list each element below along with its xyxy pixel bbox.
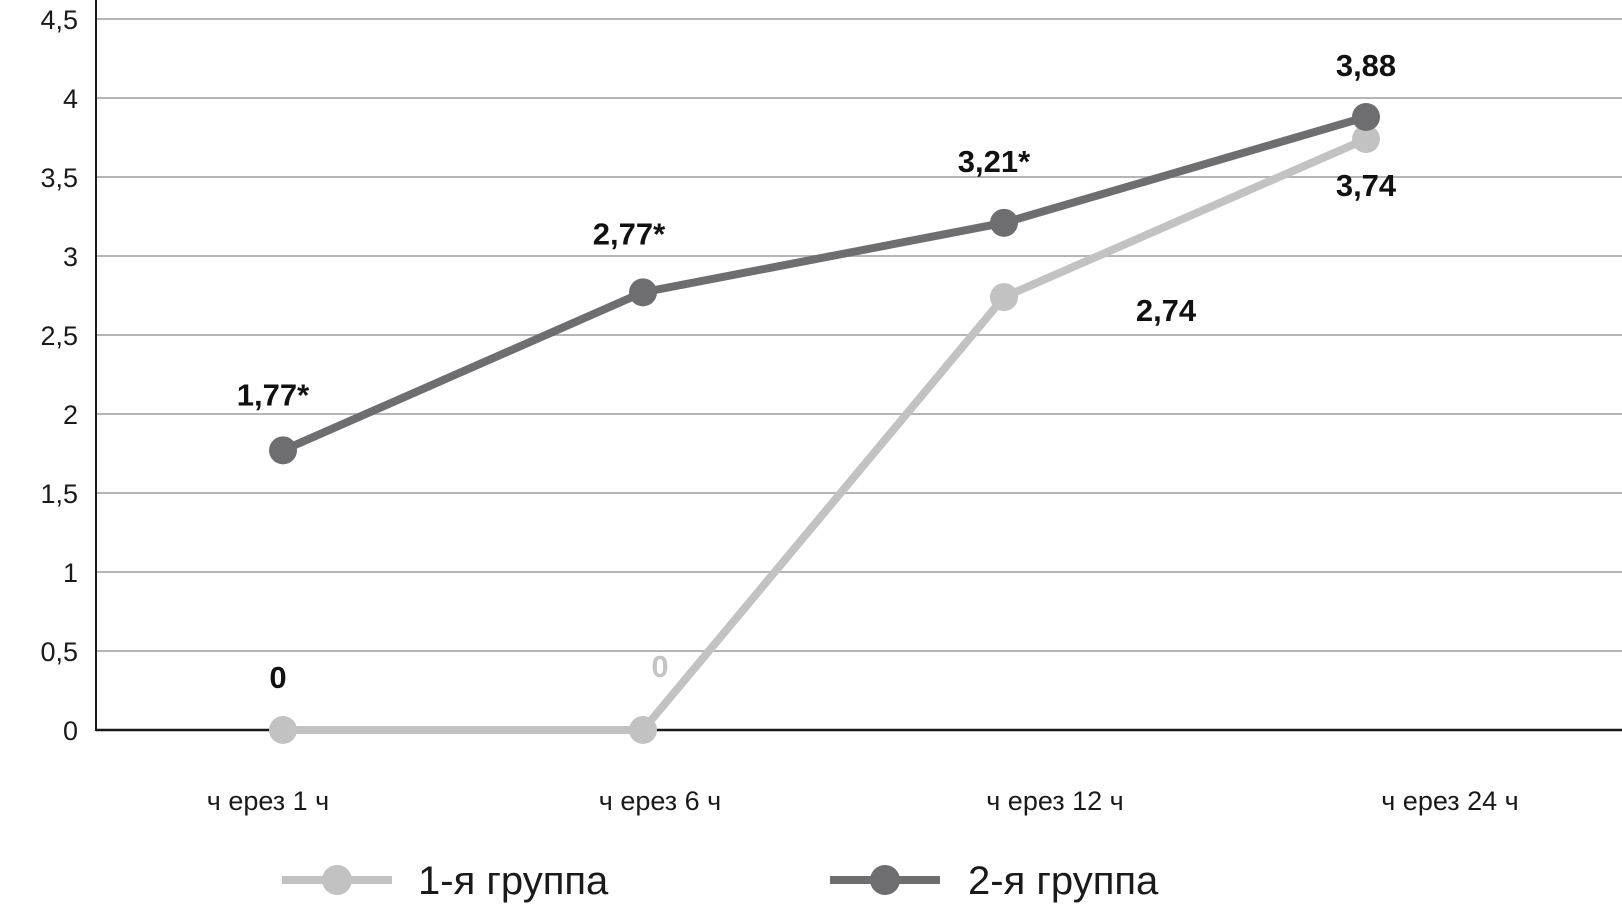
data-point xyxy=(629,278,657,307)
x-tick-label: ч ерез 24 ч xyxy=(1381,786,1519,816)
data-point xyxy=(990,283,1018,312)
data-label: 2,74 xyxy=(1136,293,1197,328)
y-tick-label: 2 xyxy=(63,400,78,430)
y-tick-label: 3 xyxy=(63,242,78,272)
y-tick-label: 4 xyxy=(63,84,78,114)
legend-marker xyxy=(322,865,352,895)
gridlines xyxy=(96,18,1622,652)
y-tick-label: 1 xyxy=(63,558,78,588)
data-point xyxy=(990,208,1018,237)
series-line-2 xyxy=(281,113,1368,455)
data-label: 0 xyxy=(269,660,286,695)
x-axis-ticks: ч ерез 1 ч ч ерез 6 ч ч ерез 12 ч ч ерез 24… xyxy=(207,786,1519,816)
y-tick-label: 1,5 xyxy=(40,479,78,509)
data-label: 1,77* xyxy=(237,377,310,412)
legend-marker xyxy=(870,865,900,895)
data-point xyxy=(269,716,297,744)
data-point xyxy=(1352,125,1380,154)
data-label: 3,74 xyxy=(1336,168,1397,203)
data-labels: 0 0 2,74 3,74 1,77* 2,77* 3,21* 3,88 xyxy=(237,48,1397,695)
data-point xyxy=(1352,102,1380,131)
data-point xyxy=(269,436,297,465)
y-tick-label: 2,5 xyxy=(40,321,78,351)
legend: 1-я группа 2-я группа xyxy=(282,859,1159,903)
x-tick-label: ч ерез 6 ч xyxy=(599,786,722,816)
series-line-1 xyxy=(283,135,1368,734)
data-point xyxy=(629,716,657,744)
y-tick-label: 4,5 xyxy=(40,5,78,35)
data-label: 2,77* xyxy=(593,216,666,251)
y-tick-label: 3,5 xyxy=(40,163,78,193)
legend-label: 2-я группа xyxy=(968,859,1159,903)
x-tick-label: ч ерез 12 ч xyxy=(986,786,1124,816)
y-tick-label: 0,5 xyxy=(40,637,78,667)
legend-label: 1-я группа xyxy=(418,859,609,903)
x-tick-label: ч ерез 1 ч xyxy=(207,786,330,816)
data-label: 0 xyxy=(651,649,668,684)
y-axis-ticks: 0 0,5 1 1,5 2 2,5 3 3,5 4 4,5 xyxy=(40,5,78,746)
series-group xyxy=(269,102,1380,744)
data-label: 3,88 xyxy=(1336,48,1396,83)
y-tick-label: 0 xyxy=(63,716,78,746)
data-label: 3,21* xyxy=(958,144,1031,179)
